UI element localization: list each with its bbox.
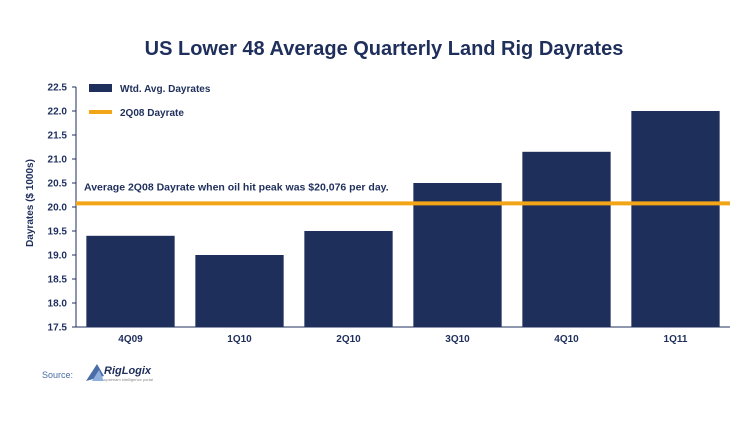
bar-1q10 bbox=[195, 255, 284, 327]
y-tick-label: 22.5 bbox=[48, 83, 68, 94]
y-ticks: 17.5 18.0 18.5 19.0 19.5 20.0 20.5 21.0 21.5 22.0… bbox=[48, 83, 76, 334]
y-tick-label: 18.5 bbox=[48, 275, 68, 286]
y-tick-label: 18.0 bbox=[48, 299, 68, 310]
y-tick-label: 21.5 bbox=[48, 131, 68, 142]
y-tick-label: 17.5 bbox=[48, 323, 68, 334]
bar-4q09 bbox=[86, 235, 175, 327]
x-tick-label: 3Q10 bbox=[445, 334, 470, 345]
y-tick-label: 22.0 bbox=[48, 107, 68, 118]
reference-annotation: Average 2Q08 Dayrate when oil hit peak w… bbox=[84, 181, 389, 193]
legend-label-reference: 2Q08 Dayrate bbox=[120, 108, 184, 119]
legend-label-bars: Wtd. Avg. Dayrates bbox=[120, 84, 211, 95]
y-tick-label: 20.5 bbox=[48, 179, 68, 190]
y-tick-label: 19.5 bbox=[48, 227, 68, 238]
riglogix-logo: RigLogix upstream intelligence portal bbox=[86, 364, 153, 382]
chart-title: US Lower 48 Average Quarterly Land Rig D… bbox=[145, 38, 624, 60]
legend-swatch-bars bbox=[89, 84, 112, 92]
source-credit: Source: RigLogix upstream intelligence p… bbox=[42, 364, 153, 382]
logo-tagline: upstream intelligence portal bbox=[104, 377, 153, 382]
bars bbox=[86, 111, 720, 327]
source-label: Source: bbox=[42, 370, 73, 380]
x-tick-label: 2Q10 bbox=[336, 334, 361, 345]
bar-4q10 bbox=[522, 151, 611, 327]
logo-text: RigLogix bbox=[104, 365, 152, 377]
y-axis-label: Dayrates ($ 1000s) bbox=[25, 159, 36, 247]
rig-icon-accent bbox=[92, 370, 104, 381]
x-tick-label: 4Q09 bbox=[118, 334, 143, 345]
y-tick-label: 20.0 bbox=[48, 203, 68, 214]
x-ticks: 4Q09 1Q10 2Q10 3Q10 4Q10 1Q11 bbox=[118, 334, 688, 345]
x-tick-label: 1Q10 bbox=[227, 334, 252, 345]
x-tick-label: 1Q11 bbox=[664, 334, 688, 345]
x-tick-label: 4Q10 bbox=[554, 334, 579, 345]
bar-1q11 bbox=[631, 111, 720, 327]
bar-2q10 bbox=[304, 231, 393, 327]
y-tick-label: 19.0 bbox=[48, 251, 68, 262]
y-tick-label: 21.0 bbox=[48, 155, 68, 166]
legend: Wtd. Avg. Dayrates 2Q08 Dayrate bbox=[89, 84, 211, 119]
bar-3q10 bbox=[413, 183, 502, 327]
